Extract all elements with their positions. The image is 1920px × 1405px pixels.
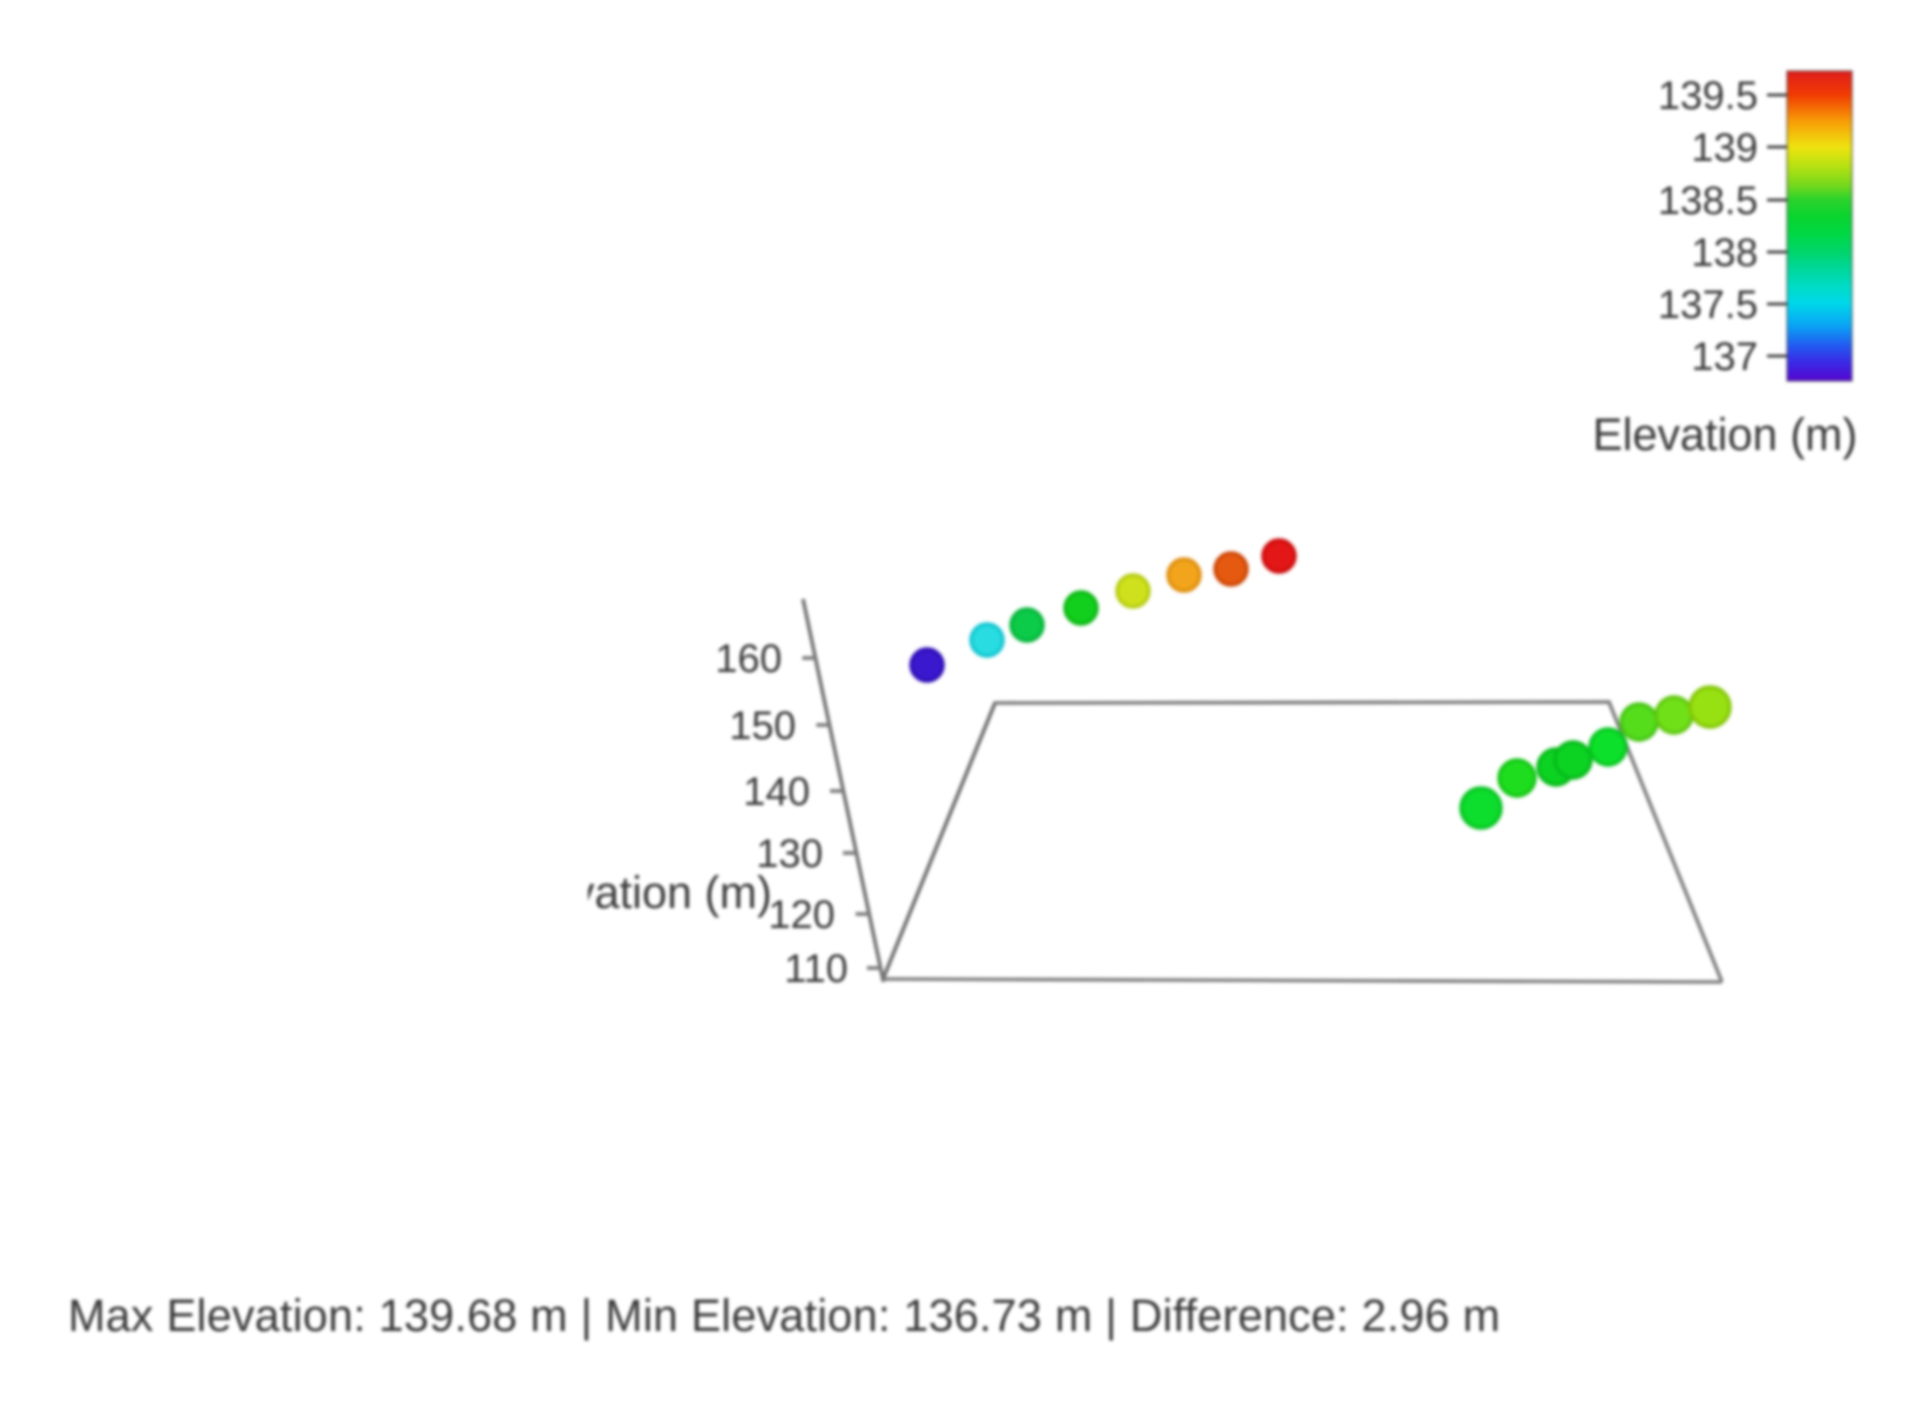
svg-text:130: 130	[756, 832, 823, 876]
svg-text:137.5: 137.5	[1658, 283, 1758, 327]
svg-text:Elevation (m): Elevation (m)	[1592, 409, 1857, 460]
svg-text:139: 139	[1691, 126, 1758, 170]
svg-text:Max Elevation: 139.68 m | Min: Max Elevation: 139.68 m | Min Elevation:…	[68, 1290, 1500, 1341]
svg-text:137: 137	[1691, 335, 1758, 379]
svg-text:120: 120	[768, 893, 835, 937]
svg-text:139.5: 139.5	[1658, 74, 1758, 118]
svg-text:110: 110	[784, 947, 848, 991]
svg-text:150: 150	[729, 704, 796, 748]
svg-text:140: 140	[743, 770, 810, 814]
svg-text:Elevation (m): Elevation (m)	[507, 867, 772, 918]
svg-text:138.5: 138.5	[1658, 179, 1758, 223]
svg-text:160: 160	[715, 637, 782, 681]
svg-text:138: 138	[1691, 231, 1758, 275]
